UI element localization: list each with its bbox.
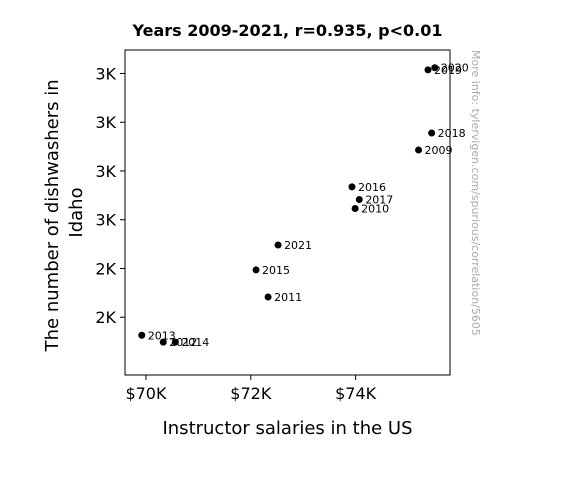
chart-title: Years 2009-2021, r=0.935, p<0.01 <box>132 21 443 40</box>
x-tick-label: $70K <box>125 384 167 403</box>
data-point-2014 <box>171 338 179 346</box>
source-watermark: More info: tylervigen.com/spurious/corre… <box>469 50 482 336</box>
data-point-2009 <box>415 146 423 154</box>
data-point-label-2014: 2014 <box>181 336 209 349</box>
data-point-2017 <box>355 196 363 203</box>
y-tick-label: 3K <box>95 113 116 132</box>
data-point-2020 <box>431 64 439 72</box>
data-point-label-2020: 2020 <box>441 62 469 75</box>
data-point-label-2018: 2018 <box>438 127 466 140</box>
y-axis: 2K 2K 3K 3K 3K 3K <box>95 64 125 327</box>
y-axis-title-line-2: Idaho <box>66 187 87 237</box>
data-point-2021 <box>274 241 282 249</box>
y-tick-label: 2K <box>95 259 116 278</box>
data-point-2011 <box>264 293 272 301</box>
data-point-label-2021: 2021 <box>284 239 312 252</box>
data-point-label-2017: 2017 <box>365 194 393 207</box>
data-point-2010 <box>351 205 359 213</box>
data-point-2019 <box>424 66 432 74</box>
y-tick-label: 3K <box>95 162 116 181</box>
y-axis-title-line-1: The number of dishwashers in <box>42 79 63 352</box>
data-point-2013 <box>138 331 146 339</box>
y-tick-label: 3K <box>95 211 116 230</box>
data-point-label-2013: 2013 <box>148 329 176 342</box>
data-point-label-2011: 2011 <box>274 291 302 304</box>
y-axis-title: The number of dishwashers in Idaho <box>42 74 87 353</box>
data-point-2016 <box>348 183 356 191</box>
data-point-label-2015: 2015 <box>262 264 290 277</box>
data-point-label-2016: 2016 <box>358 181 386 194</box>
data-points: 2009201020112012201320142015201620172018… <box>138 62 469 349</box>
x-tick-label: $74K <box>335 384 377 403</box>
data-point-2012 <box>159 338 167 346</box>
plot-area <box>124 49 451 376</box>
y-tick-label: 3K <box>95 64 116 83</box>
x-axis-title: Instructor salaries in the US <box>162 418 412 439</box>
y-tick-label: 2K <box>95 308 116 327</box>
data-point-2015 <box>252 266 260 274</box>
data-point-2018 <box>428 129 436 137</box>
data-point-label-2010: 2010 <box>361 203 389 216</box>
x-tick-label: $72K <box>230 384 272 403</box>
data-point-label-2009: 2009 <box>425 144 453 157</box>
data-point-label-2019: 2019 <box>434 64 462 77</box>
x-axis: $70K $72K $74K <box>125 375 377 403</box>
